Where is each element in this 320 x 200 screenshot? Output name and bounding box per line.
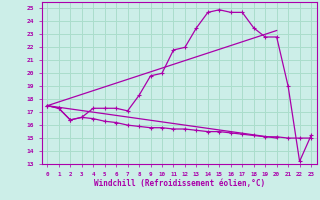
X-axis label: Windchill (Refroidissement éolien,°C): Windchill (Refroidissement éolien,°C) [94,179,265,188]
